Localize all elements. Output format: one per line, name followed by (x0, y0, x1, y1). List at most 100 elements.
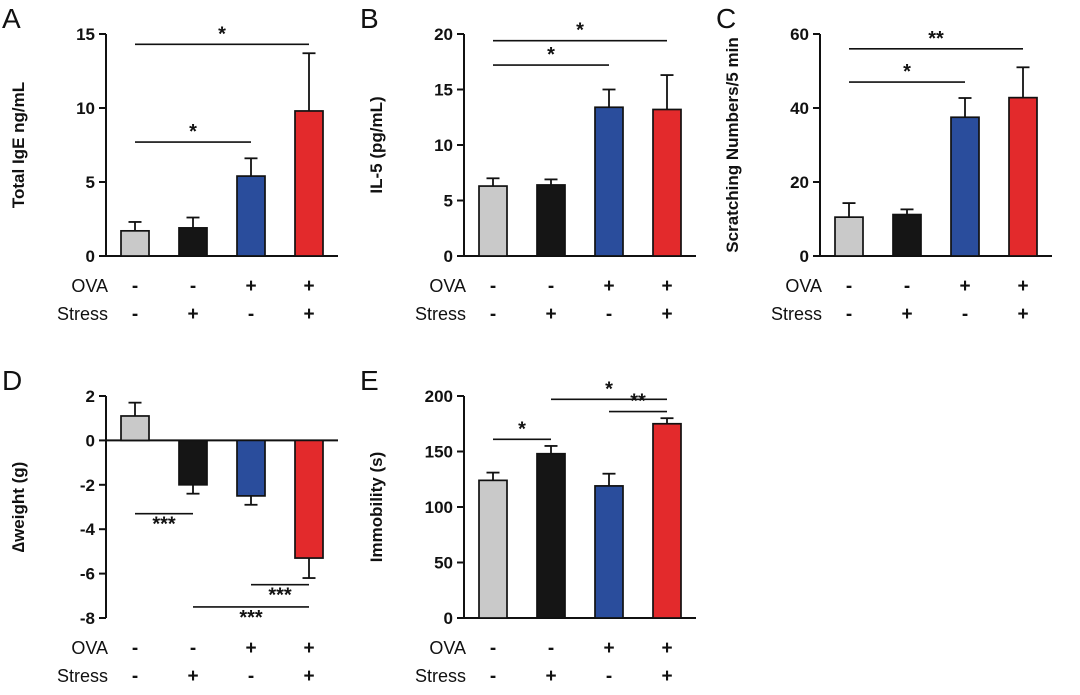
svg-text:-: - (132, 638, 138, 659)
svg-text:+: + (603, 276, 614, 297)
svg-text:0: 0 (800, 247, 809, 266)
svg-text:20: 20 (790, 173, 809, 192)
svg-text:-: - (490, 638, 496, 659)
svg-text:-: - (490, 304, 496, 325)
svg-text:***: *** (268, 585, 292, 607)
svg-text:Stress: Stress (415, 666, 466, 686)
svg-text:+: + (661, 276, 672, 297)
svg-text:B: B (360, 3, 379, 34)
panel-a: A Total IgE ng/mL 0 5 10 15 * * OVA - - + + Stress - + -… (2, 0, 358, 332)
svg-text:+: + (187, 666, 198, 687)
svg-text:C: C (716, 3, 736, 34)
svg-text:20: 20 (434, 25, 453, 44)
svg-text:+: + (959, 276, 970, 297)
svg-text:-: - (606, 666, 612, 687)
svg-text:D: D (2, 365, 22, 396)
svg-text:OVA: OVA (785, 276, 822, 296)
svg-text:OVA: OVA (429, 638, 466, 658)
svg-text:+: + (303, 304, 314, 325)
svg-text:-: - (190, 276, 196, 297)
panel-c: C Scratching Numbers/5 min 0 20 40 60 * ** OVA - -… (716, 0, 1072, 332)
panel-e: E Immobility (s) 0 50 100 150 200 * ** * OVA - - + + St… (360, 362, 716, 694)
svg-text:-: - (190, 638, 196, 659)
svg-text:-: - (490, 666, 496, 687)
svg-text:Stress: Stress (415, 304, 466, 324)
svg-text:+: + (901, 304, 912, 325)
svg-text:10: 10 (76, 99, 95, 118)
panel-b: B IL-5 (pg/mL) 0 5 10 15 20 * * OVA - - + + Stress - + - + (360, 0, 716, 332)
svg-text:*: * (605, 378, 613, 400)
svg-text:-: - (962, 304, 968, 325)
svg-text:-: - (548, 638, 554, 659)
svg-text:-: - (248, 304, 254, 325)
svg-text:5: 5 (444, 192, 453, 211)
svg-text:-6: -6 (80, 565, 95, 584)
svg-text:60: 60 (790, 25, 809, 44)
svg-text:Immobility (s): Immobility (s) (367, 452, 386, 563)
svg-text:OVA: OVA (429, 276, 466, 296)
svg-text:10: 10 (434, 136, 453, 155)
svg-text:*: * (576, 20, 584, 42)
svg-text:+: + (303, 638, 314, 659)
svg-text:+: + (1017, 304, 1028, 325)
svg-text:2: 2 (86, 387, 95, 406)
svg-text:-: - (904, 276, 910, 297)
svg-text:Stress: Stress (57, 666, 108, 686)
svg-text:0: 0 (444, 247, 453, 266)
svg-text:+: + (661, 666, 672, 687)
svg-text:*: * (189, 121, 197, 143)
svg-text:-: - (490, 276, 496, 297)
svg-text:0: 0 (86, 431, 95, 450)
svg-text:5: 5 (86, 173, 95, 192)
svg-text:-: - (606, 304, 612, 325)
svg-text:**: ** (928, 28, 944, 50)
svg-text:-: - (132, 666, 138, 687)
svg-text:+: + (1017, 276, 1028, 297)
svg-text:*: * (547, 44, 555, 66)
svg-text:+: + (303, 276, 314, 297)
svg-text:40: 40 (790, 99, 809, 118)
svg-text:+: + (661, 304, 672, 325)
svg-text:+: + (661, 638, 672, 659)
svg-text:0: 0 (86, 247, 95, 266)
svg-text:OVA: OVA (71, 276, 108, 296)
svg-text:+: + (245, 276, 256, 297)
chart-b-svg: B IL-5 (pg/mL) 0 5 10 15 20 * * OVA - - + + Stress - + - + (360, 3, 696, 325)
svg-text:-: - (132, 276, 138, 297)
svg-text:-8: -8 (80, 609, 95, 628)
svg-text:OVA: OVA (71, 638, 108, 658)
svg-text:-2: -2 (80, 476, 95, 495)
svg-text:150: 150 (425, 443, 453, 462)
svg-text:*: * (218, 23, 226, 45)
svg-text:15: 15 (434, 81, 453, 100)
panel-d: D ∆weight (g) -8 -6 -4 -2 0 2 *** *** *** OVA - - + + St… (2, 362, 358, 694)
svg-text:A: A (2, 3, 21, 34)
svg-text:*: * (903, 61, 911, 83)
svg-text:-: - (248, 666, 254, 687)
svg-text:***: *** (239, 607, 263, 629)
svg-text:0: 0 (444, 609, 453, 628)
svg-text:50: 50 (434, 554, 453, 573)
svg-text:E: E (360, 365, 379, 396)
svg-text:15: 15 (76, 25, 95, 44)
svg-text:+: + (187, 304, 198, 325)
svg-text:+: + (603, 638, 614, 659)
svg-text:Scratching Numbers/5 min: Scratching Numbers/5 min (723, 37, 742, 252)
svg-text:+: + (245, 638, 256, 659)
svg-text:*: * (518, 418, 526, 440)
svg-text:200: 200 (425, 387, 453, 406)
svg-text:+: + (545, 666, 556, 687)
svg-text:+: + (545, 304, 556, 325)
svg-text:**: ** (630, 391, 646, 413)
svg-text:IL-5 (pg/mL): IL-5 (pg/mL) (367, 96, 386, 193)
svg-text:-4: -4 (80, 520, 96, 539)
svg-text:Stress: Stress (57, 304, 108, 324)
svg-text:***: *** (152, 514, 176, 536)
chart-d-svg: D∆weight (g)-8-6-4-202*********OVA - - + +St… (2, 365, 338, 687)
svg-text:Stress: Stress (771, 304, 822, 324)
svg-text:-: - (132, 304, 138, 325)
svg-text:Total IgE ng/mL: Total IgE ng/mL (9, 82, 28, 208)
